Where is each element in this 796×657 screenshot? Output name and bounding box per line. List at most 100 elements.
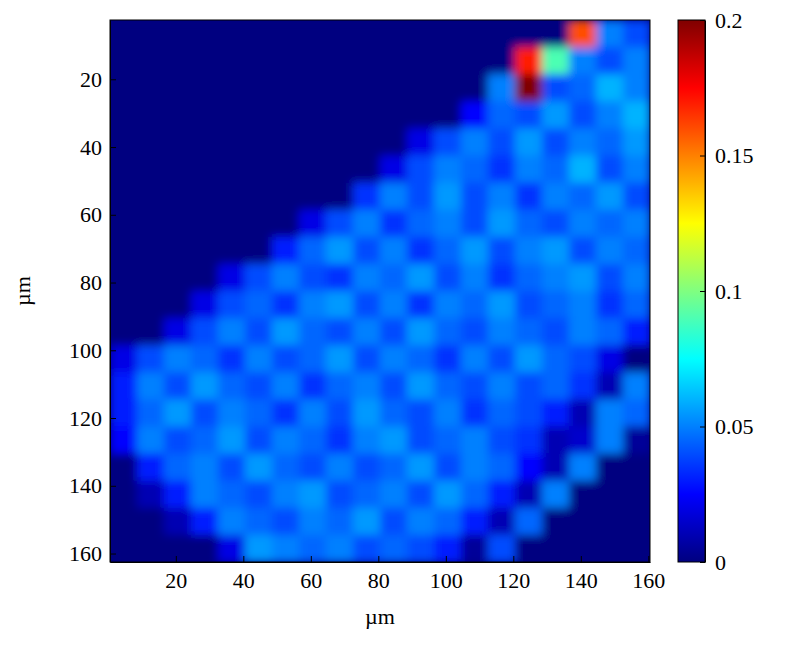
plot-area: 2040608010012014016020406080100120140160 bbox=[69, 20, 665, 593]
heatmap-cell bbox=[596, 345, 624, 373]
heatmap-cell bbox=[407, 210, 435, 238]
x-tick-label: 20 bbox=[165, 568, 187, 593]
heatmap-cell bbox=[326, 399, 354, 427]
heatmap-cell bbox=[380, 454, 408, 482]
heatmap-cell bbox=[380, 399, 408, 427]
heatmap-cell bbox=[353, 372, 381, 400]
heatmap-cell bbox=[380, 47, 408, 75]
heatmap-cell bbox=[245, 399, 273, 427]
heatmap-cell bbox=[623, 74, 650, 102]
heatmap-cell bbox=[515, 535, 543, 562]
heatmap-cell bbox=[326, 345, 354, 373]
heatmap-cell bbox=[515, 47, 543, 75]
y-tick-mark bbox=[110, 147, 116, 148]
x-tick-mark bbox=[378, 556, 379, 562]
heatmap-cell bbox=[326, 210, 354, 238]
heatmap-cell bbox=[299, 264, 327, 292]
heatmap-cell bbox=[218, 427, 246, 455]
heatmap-cell bbox=[110, 291, 138, 319]
heatmap-cell bbox=[623, 535, 650, 562]
heatmap-cell bbox=[110, 128, 138, 156]
heatmap-cell bbox=[407, 20, 435, 48]
x-axis-title: µm bbox=[365, 604, 395, 629]
heatmap-cell bbox=[218, 47, 246, 75]
heatmap-cell bbox=[164, 454, 192, 482]
heatmap-cell bbox=[191, 237, 219, 265]
heatmap-cell bbox=[380, 535, 408, 562]
heatmap-cell bbox=[326, 156, 354, 184]
x-tick: 80 bbox=[368, 556, 390, 593]
colorbar-tick-mark bbox=[700, 291, 705, 292]
colorbar-axis-line bbox=[705, 21, 706, 563]
heatmap-cell bbox=[245, 454, 273, 482]
x-tick-mark bbox=[648, 556, 649, 562]
heatmap-cell bbox=[164, 156, 192, 184]
heatmap-cell bbox=[326, 318, 354, 346]
heatmap-cell bbox=[596, 454, 624, 482]
heatmap-cell bbox=[542, 454, 570, 482]
heatmap-cell bbox=[326, 183, 354, 211]
heatmap-cell bbox=[596, 427, 624, 455]
heatmap-cell bbox=[164, 183, 192, 211]
heatmap-cell bbox=[542, 535, 570, 562]
heatmap-cell bbox=[623, 210, 650, 238]
heatmap-cell bbox=[272, 454, 300, 482]
heatmap-cell bbox=[515, 481, 543, 509]
heatmap-cell bbox=[407, 345, 435, 373]
heatmap-cell bbox=[461, 454, 489, 482]
x-axis: 20406080100120140160 bbox=[111, 556, 666, 593]
heatmap-cell bbox=[380, 291, 408, 319]
heatmap-cell bbox=[353, 101, 381, 129]
heatmap-cell bbox=[407, 535, 435, 562]
heatmap-cell bbox=[407, 481, 435, 509]
heatmap-cell bbox=[596, 101, 624, 129]
heatmap-cell bbox=[515, 210, 543, 238]
heatmap-cell bbox=[461, 318, 489, 346]
heatmap-cell bbox=[596, 237, 624, 265]
heatmap-cell bbox=[299, 210, 327, 238]
y-tick-mark bbox=[110, 79, 116, 80]
colorbar-ramp bbox=[678, 20, 705, 562]
heatmap-cell bbox=[299, 345, 327, 373]
heatmap-cell bbox=[461, 372, 489, 400]
y-axis: 20406080100120140160 bbox=[69, 21, 116, 567]
heatmap-cell bbox=[353, 183, 381, 211]
heatmap-cell bbox=[164, 47, 192, 75]
heatmap-cell bbox=[542, 481, 570, 509]
x-tick-label: 40 bbox=[233, 568, 255, 593]
x-tick: 60 bbox=[300, 556, 322, 593]
heatmap-cell bbox=[461, 183, 489, 211]
heatmap-cell bbox=[272, 508, 300, 536]
heatmap-cell bbox=[488, 264, 516, 292]
heatmap-cell bbox=[137, 427, 165, 455]
colorbar-tick-label: 0.15 bbox=[715, 143, 754, 168]
heatmap-cell bbox=[515, 156, 543, 184]
heatmap-cell bbox=[515, 74, 543, 102]
heatmap-cell bbox=[623, 427, 650, 455]
heatmap-cell bbox=[434, 183, 462, 211]
heatmap-cell bbox=[218, 535, 246, 562]
heatmap-cell bbox=[461, 535, 489, 562]
heatmap-cell bbox=[245, 20, 273, 48]
y-tick-label: 80 bbox=[80, 270, 102, 295]
heatmap-cell bbox=[191, 481, 219, 509]
heatmap-cell bbox=[488, 399, 516, 427]
heatmap-cell bbox=[542, 264, 570, 292]
heatmap-cell bbox=[218, 372, 246, 400]
heatmap-cell bbox=[623, 101, 650, 129]
heatmap-cell bbox=[164, 264, 192, 292]
heatmap-cell bbox=[623, 264, 650, 292]
heatmap-cell bbox=[218, 454, 246, 482]
x-tick-mark bbox=[446, 556, 447, 562]
colorbar-tick: 0.2 bbox=[700, 8, 743, 33]
heatmap-cell bbox=[515, 128, 543, 156]
heatmap-cell bbox=[515, 291, 543, 319]
y-tick-label: 120 bbox=[69, 406, 102, 431]
heatmap-cell bbox=[542, 318, 570, 346]
heatmap-cell bbox=[110, 264, 138, 292]
heatmap-cell bbox=[380, 128, 408, 156]
heatmap-cell bbox=[461, 47, 489, 75]
heatmap-cell bbox=[488, 454, 516, 482]
heatmap-cell bbox=[542, 183, 570, 211]
heatmap-cell bbox=[488, 481, 516, 509]
